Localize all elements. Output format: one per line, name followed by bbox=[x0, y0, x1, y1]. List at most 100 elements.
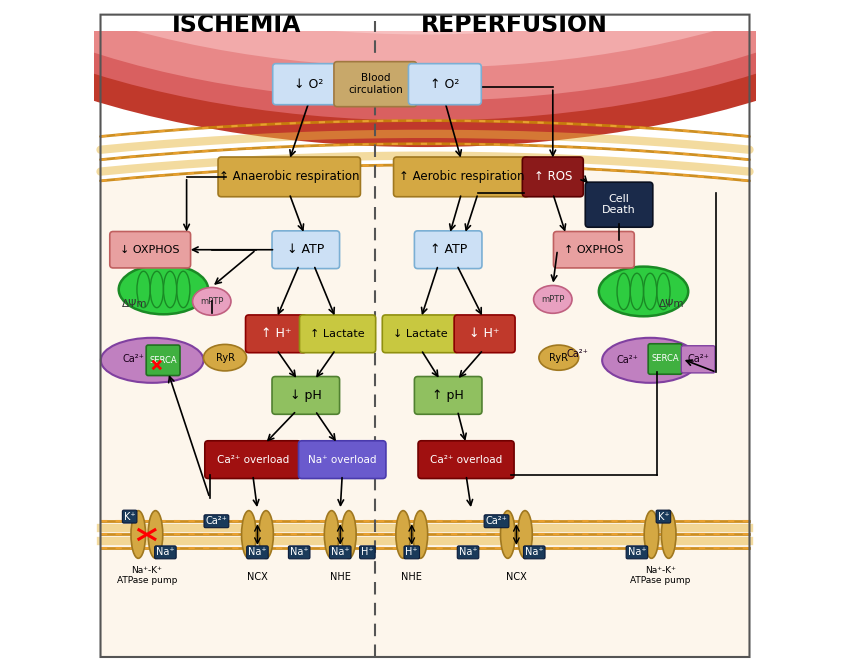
Text: RyR: RyR bbox=[216, 352, 235, 362]
Text: Na⁺-K⁺
ATPase pump: Na⁺-K⁺ ATPase pump bbox=[116, 566, 177, 585]
Text: ΔΨm: ΔΨm bbox=[659, 299, 684, 309]
FancyBboxPatch shape bbox=[246, 315, 307, 352]
FancyBboxPatch shape bbox=[299, 315, 376, 352]
Text: K⁺: K⁺ bbox=[658, 511, 669, 521]
FancyBboxPatch shape bbox=[334, 62, 416, 106]
Text: Ca²⁺: Ca²⁺ bbox=[688, 354, 710, 364]
Text: mPTP: mPTP bbox=[200, 297, 224, 306]
Text: ↑ Aerobic respiration: ↑ Aerobic respiration bbox=[399, 170, 524, 184]
Text: Ca²⁺ overload: Ca²⁺ overload bbox=[430, 455, 502, 465]
Ellipse shape bbox=[602, 338, 698, 383]
Text: ↑ O²: ↑ O² bbox=[430, 78, 460, 90]
Text: Ca²⁺: Ca²⁺ bbox=[566, 348, 588, 358]
Text: Na⁺: Na⁺ bbox=[156, 547, 175, 557]
Ellipse shape bbox=[396, 511, 411, 559]
FancyBboxPatch shape bbox=[205, 441, 301, 479]
Text: Na⁺-K⁺
ATPase pump: Na⁺-K⁺ ATPase pump bbox=[630, 566, 690, 585]
FancyBboxPatch shape bbox=[682, 346, 715, 373]
Ellipse shape bbox=[539, 345, 579, 370]
Ellipse shape bbox=[501, 511, 515, 559]
FancyBboxPatch shape bbox=[523, 157, 583, 197]
Text: Na⁺: Na⁺ bbox=[525, 547, 544, 557]
Text: Ca²⁺: Ca²⁺ bbox=[122, 354, 144, 364]
Text: Na⁺: Na⁺ bbox=[459, 547, 478, 557]
Ellipse shape bbox=[661, 511, 676, 559]
Ellipse shape bbox=[413, 511, 428, 559]
Text: ↓ ATP: ↓ ATP bbox=[287, 243, 325, 256]
FancyBboxPatch shape bbox=[553, 231, 634, 268]
FancyBboxPatch shape bbox=[415, 231, 482, 269]
Ellipse shape bbox=[193, 287, 231, 315]
Text: RyR: RyR bbox=[549, 352, 569, 362]
Ellipse shape bbox=[534, 285, 572, 313]
Polygon shape bbox=[100, 165, 750, 657]
Text: Na⁺: Na⁺ bbox=[290, 547, 309, 557]
Text: Na⁺: Na⁺ bbox=[627, 547, 646, 557]
Polygon shape bbox=[94, 0, 756, 31]
Text: H⁺: H⁺ bbox=[361, 547, 374, 557]
FancyBboxPatch shape bbox=[394, 157, 530, 197]
Ellipse shape bbox=[325, 511, 339, 559]
FancyBboxPatch shape bbox=[298, 441, 386, 479]
Text: ↓ O²: ↓ O² bbox=[294, 78, 324, 90]
Text: Na⁺: Na⁺ bbox=[248, 547, 267, 557]
Ellipse shape bbox=[0, 0, 850, 100]
FancyBboxPatch shape bbox=[382, 315, 458, 352]
Text: ↑ OXPHOS: ↑ OXPHOS bbox=[564, 245, 624, 255]
Text: NCX: NCX bbox=[247, 572, 268, 583]
Text: K⁺: K⁺ bbox=[124, 511, 135, 521]
Ellipse shape bbox=[644, 511, 659, 559]
Ellipse shape bbox=[119, 265, 208, 315]
Text: ↑ ROS: ↑ ROS bbox=[534, 170, 572, 184]
Text: ↓ OXPHOS: ↓ OXPHOS bbox=[121, 245, 180, 255]
Text: NHE: NHE bbox=[401, 572, 422, 583]
Text: SERCA: SERCA bbox=[150, 356, 178, 365]
Text: ↑ ATP: ↑ ATP bbox=[429, 243, 467, 256]
Text: ↑ Anaerobic respiration: ↑ Anaerobic respiration bbox=[219, 170, 360, 184]
FancyBboxPatch shape bbox=[272, 376, 339, 414]
FancyBboxPatch shape bbox=[146, 345, 180, 376]
FancyBboxPatch shape bbox=[418, 441, 514, 479]
Text: ↓ H⁺: ↓ H⁺ bbox=[469, 327, 500, 340]
Ellipse shape bbox=[518, 511, 532, 559]
Ellipse shape bbox=[101, 338, 203, 383]
Ellipse shape bbox=[0, 0, 850, 120]
Text: ↑ H⁺: ↑ H⁺ bbox=[261, 327, 292, 340]
Text: NCX: NCX bbox=[506, 572, 527, 583]
Ellipse shape bbox=[241, 511, 256, 559]
Ellipse shape bbox=[0, 0, 850, 68]
Ellipse shape bbox=[203, 344, 246, 371]
Ellipse shape bbox=[0, 0, 850, 147]
Text: Ca²⁺: Ca²⁺ bbox=[485, 516, 507, 526]
Ellipse shape bbox=[342, 511, 356, 559]
Text: NHE: NHE bbox=[330, 572, 351, 583]
Text: Ca²⁺: Ca²⁺ bbox=[206, 516, 227, 526]
FancyBboxPatch shape bbox=[273, 64, 346, 104]
FancyBboxPatch shape bbox=[454, 315, 515, 352]
Text: Ca²⁺: Ca²⁺ bbox=[616, 355, 638, 365]
Ellipse shape bbox=[148, 511, 162, 559]
FancyBboxPatch shape bbox=[272, 231, 339, 269]
Ellipse shape bbox=[258, 511, 274, 559]
Text: REPERFUSION: REPERFUSION bbox=[421, 13, 608, 37]
Text: Na⁺ overload: Na⁺ overload bbox=[308, 455, 377, 465]
FancyBboxPatch shape bbox=[649, 344, 682, 374]
Text: ↑ Lactate: ↑ Lactate bbox=[310, 329, 365, 339]
Text: mPTP: mPTP bbox=[541, 295, 564, 304]
Text: Na⁺: Na⁺ bbox=[331, 547, 349, 557]
Text: ↓ pH: ↓ pH bbox=[290, 389, 321, 402]
Text: ↓ Lactate: ↓ Lactate bbox=[393, 329, 448, 339]
Text: Cell
Death: Cell Death bbox=[602, 194, 636, 215]
FancyBboxPatch shape bbox=[586, 182, 653, 227]
Text: H⁺: H⁺ bbox=[405, 547, 418, 557]
Text: SERCA: SERCA bbox=[652, 354, 679, 364]
FancyBboxPatch shape bbox=[218, 157, 360, 197]
FancyBboxPatch shape bbox=[415, 376, 482, 414]
Ellipse shape bbox=[0, 0, 850, 35]
Text: Ca²⁺ overload: Ca²⁺ overload bbox=[217, 455, 289, 465]
Text: ISCHEMIA: ISCHEMIA bbox=[172, 13, 301, 37]
Ellipse shape bbox=[131, 511, 145, 559]
FancyBboxPatch shape bbox=[110, 231, 190, 268]
Text: ΔΨm: ΔΨm bbox=[122, 299, 148, 309]
Ellipse shape bbox=[599, 267, 689, 317]
